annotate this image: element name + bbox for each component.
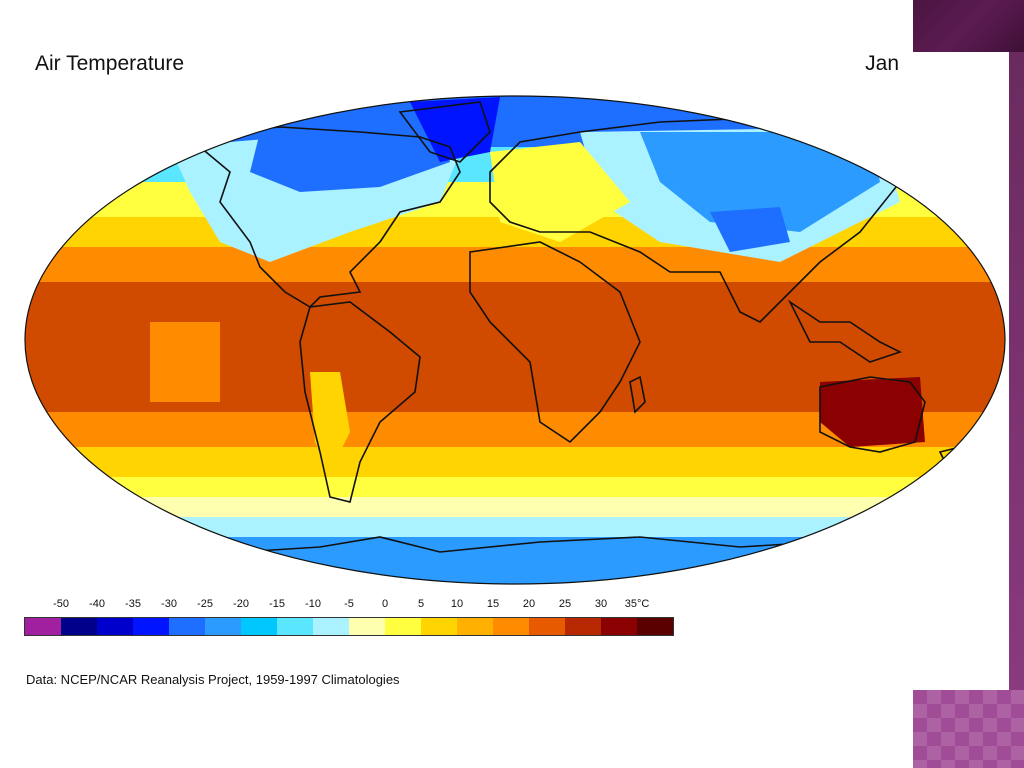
band-arctic (25, 96, 1005, 152)
legend-tick-label: 25 (558, 598, 572, 610)
coastline-south-america (299, 301, 421, 503)
coastline-greenland (398, 101, 491, 163)
legend-swatch (25, 618, 61, 635)
legend-tick-label: -40 (89, 598, 105, 610)
region-europe-mild (490, 142, 630, 242)
data-source-note: Data: NCEP/NCAR Reanalysis Project, 1959… (26, 672, 400, 687)
legend-swatch (277, 618, 313, 635)
coastlines (169, 101, 962, 553)
legend-swatch (529, 618, 565, 635)
region-australia-hot (820, 377, 925, 447)
legend-labels: -50 -40 -35 -30 -25 -20 -15 -10 -5 0 5 10 15 20 25 30 35… (24, 598, 684, 616)
coastline-southeast-asia (787, 299, 903, 363)
legend-tick-label: -25 (197, 598, 213, 610)
region-canada-deep-cold (250, 122, 450, 192)
legend-swatch (133, 618, 169, 635)
coastline-madagascar (629, 375, 646, 414)
map-title: Air Temperature (35, 52, 185, 75)
legend-tick-label: 15 (486, 598, 500, 610)
legend-swatch (97, 618, 133, 635)
legend-tick-label: -5 (344, 598, 354, 610)
legend-tick-label: 30 (594, 598, 608, 610)
legend-tick-label: 20 (522, 598, 536, 610)
legend-tick-label: 10 (450, 598, 464, 610)
coastline-africa (469, 241, 641, 444)
legend-swatch (565, 618, 601, 635)
region-siberia-deep-cold (640, 132, 880, 232)
legend-color-bar (24, 617, 674, 636)
legend-tick-label: 35°C (624, 598, 650, 610)
legend-swatch (241, 618, 277, 635)
legend-swatch (421, 618, 457, 635)
coastline-north-america (169, 126, 461, 309)
globe-outline (24, 95, 1006, 585)
legend-tick-label: -50 (53, 598, 69, 610)
region-south-america-cool-andes (310, 372, 350, 472)
legend-swatch (61, 618, 97, 635)
legend-tick-label: -30 (161, 598, 177, 610)
legend-tick-label: -10 (305, 598, 321, 610)
legend-swatch (493, 618, 529, 635)
map-month: Jan (865, 52, 899, 75)
region-pacific-tropical-orange (150, 322, 220, 402)
legend-swatch (205, 618, 241, 635)
slide-decoration-bottom (913, 690, 1024, 768)
legend-swatch (349, 618, 385, 635)
legend-swatch (313, 618, 349, 635)
legend-tick-label: -20 (233, 598, 249, 610)
legend-swatch (169, 618, 205, 635)
legend-tick-label: 0 (381, 598, 389, 610)
region-greenland (410, 97, 500, 162)
legend-swatch (385, 618, 421, 635)
legend-tick-label: 5 (417, 598, 425, 610)
slide-decoration-right (1009, 52, 1024, 692)
legend-tick-label: -35 (125, 598, 141, 610)
legend-swatch (457, 618, 493, 635)
temperature-legend: -50 -40 -35 -30 -25 -20 -15 -10 -5 0 5 10 15 20 25 30 35… (24, 598, 684, 640)
legend-swatch (637, 618, 673, 635)
band-warm-south (25, 447, 1005, 482)
slide-decoration-top (913, 0, 1024, 52)
temperature-map (24, 95, 1006, 585)
legend-tick-label: -15 (269, 598, 285, 610)
region-tibet-cold (710, 207, 790, 252)
coastline-europe-asia (489, 116, 901, 323)
band-hot-north (25, 247, 1005, 287)
legend-swatch (601, 618, 637, 635)
coastline-australia (819, 376, 926, 453)
